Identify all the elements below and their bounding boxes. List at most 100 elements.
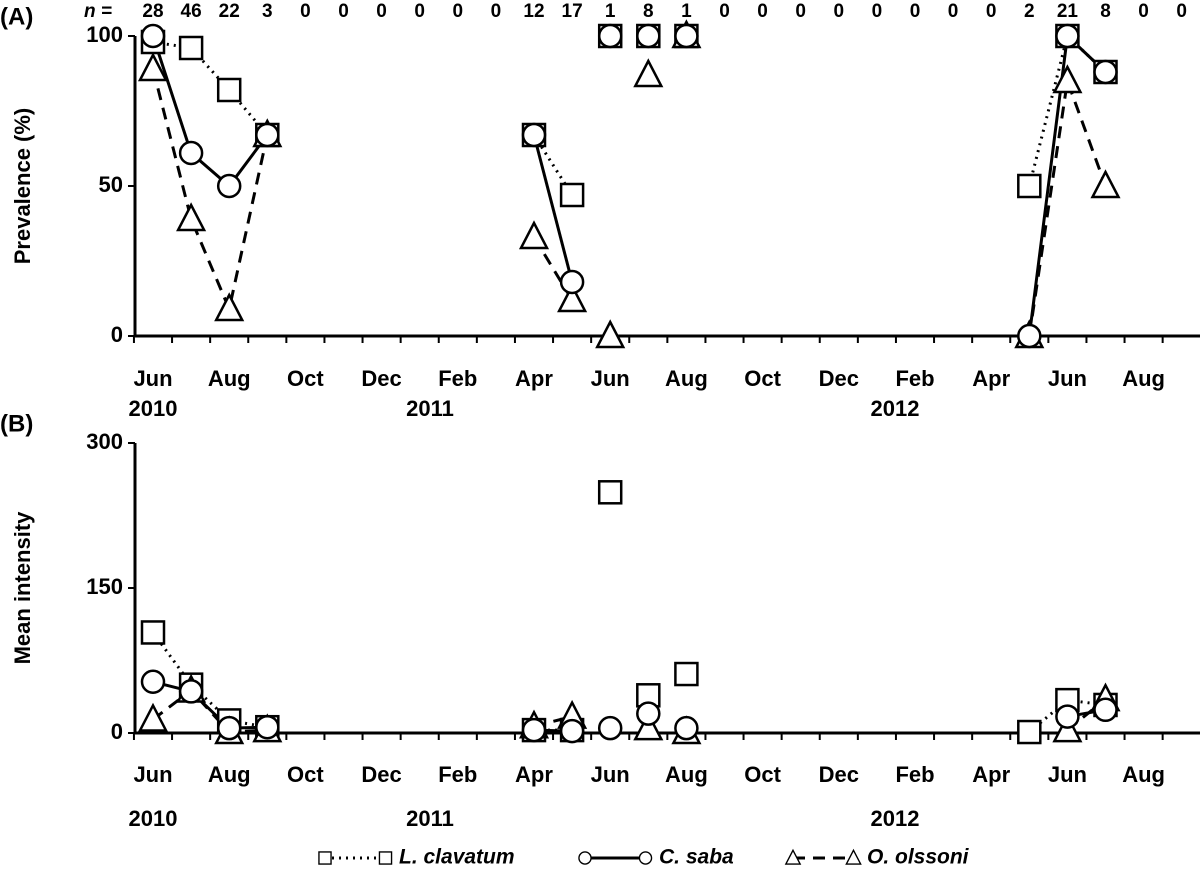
circle-marker [597,715,623,741]
circle-marker [140,669,166,695]
panel-label: (A) [0,3,33,30]
n-value: 0 [414,1,425,22]
triangle-marker [137,52,169,82]
circle-marker [1093,59,1118,85]
x-tick-label: Dec [361,762,401,787]
series-line [152,688,268,734]
n-value: 0 [948,1,959,22]
n-value: 17 [562,1,583,22]
n-value: 0 [757,1,768,22]
x-tick-label: Dec [819,762,859,787]
legend-markers [578,851,653,865]
year-label: 2011 [406,806,454,831]
triangle-marker [518,220,550,250]
n-value: 0 [1176,1,1187,22]
n-value: 0 [834,1,845,22]
x-tick-label: Feb [895,366,934,391]
x-tick-label: Aug [208,762,251,787]
n-value: 0 [376,1,387,22]
n-value: 1 [681,1,692,22]
series-line [151,35,269,189]
x-tick-label: Apr [515,762,553,787]
legend-markers [784,848,862,865]
n-value: 2 [1024,1,1035,22]
square-marker [140,620,166,645]
y-axis-title: Prevalence (%) [10,108,35,265]
year-label: 2010 [129,396,178,421]
square-marker [559,182,585,208]
n-value: 28 [142,1,163,22]
circle-marker [1055,23,1080,49]
x-tick-label: Jun [591,762,630,787]
circle-marker [559,718,585,744]
triangle-marker [176,202,207,232]
circle-marker [140,23,166,49]
series-line [532,134,574,196]
x-tick-label: Aug [665,366,708,391]
square-marker [318,851,332,865]
x-tick-label: Dec [819,366,859,391]
series-line [1027,80,1107,337]
n-value: 12 [523,1,544,22]
circle-marker [636,23,661,49]
legend-markers [318,851,393,865]
n-value: 0 [986,1,997,22]
square-marker [378,851,393,865]
triangle-marker [845,848,862,865]
square-marker [674,661,699,687]
n-value: 21 [1057,1,1079,22]
legend-label: C. saba [659,846,734,869]
circle-marker [216,715,242,741]
circle-marker [521,717,547,743]
y-tick-label: 300 [86,429,123,454]
circle-marker [1017,323,1042,349]
square-marker [216,77,242,103]
panel-label: (B) [0,410,33,437]
n-value: 0 [872,1,883,22]
n-value: 0 [1138,1,1149,22]
n-value: 3 [262,1,273,22]
triangle-marker [214,292,245,322]
y-tick-label: 150 [86,574,123,599]
x-tick-label: Dec [361,366,401,391]
n-value: 1 [605,1,616,22]
circle-marker [559,269,585,295]
series-line [532,134,574,283]
x-tick-label: Aug [1122,762,1165,787]
x-tick-label: Jun [1048,366,1087,391]
square-marker [1017,173,1042,199]
x-tick-label: Aug [208,366,251,391]
triangle-marker [784,848,802,865]
x-tick-label: Feb [895,762,934,787]
n-value: 0 [453,1,464,22]
triangle-marker [1052,64,1083,94]
circle-marker [521,122,547,148]
n-value: 0 [338,1,349,22]
x-tick-label: Feb [438,366,477,391]
x-tick-label: Aug [1122,366,1165,391]
x-tick-label: Oct [744,762,781,787]
series-line [151,631,268,729]
circle-marker [255,714,280,740]
circle-marker [597,23,623,49]
legend-label: L. clavatum [399,846,515,869]
n-value: 8 [1100,1,1111,22]
x-tick-label: Aug [665,762,708,787]
circle-marker [578,851,592,865]
n-value: 0 [719,1,730,22]
x-tick-label: Jun [591,366,630,391]
y-axis-title: Mean intensity [10,511,35,665]
x-tick-label: Apr [972,762,1010,787]
series-line [151,68,269,314]
circle-marker [178,679,204,704]
triangle-marker [137,702,169,732]
circle-marker [674,715,699,741]
year-label: 2010 [129,806,178,831]
circle-marker [178,140,204,166]
n-label: n = [84,1,112,22]
legend-label: O. olssoni [867,846,970,869]
triangle-marker [557,283,588,313]
year-label: 2012 [871,396,920,421]
y-tick-label: 50 [99,172,123,197]
